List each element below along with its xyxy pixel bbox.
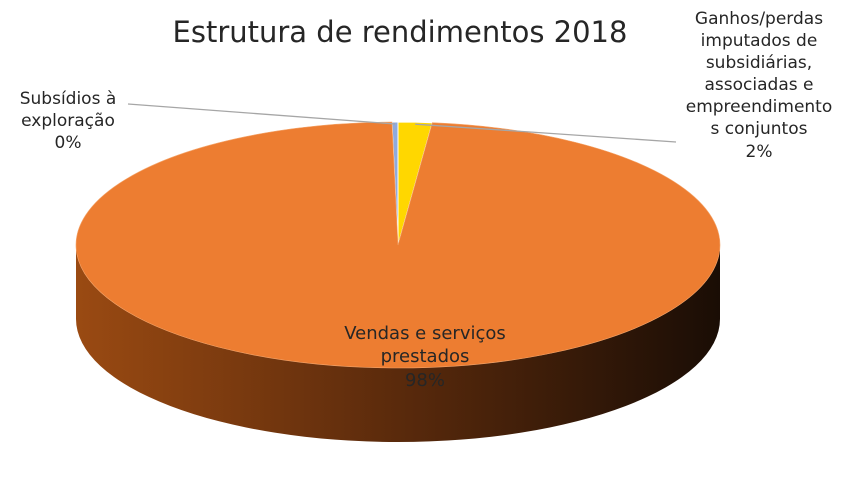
leader-line-ganhos <box>415 123 677 143</box>
label-line: imputados de <box>700 31 818 52</box>
label-line: empreendimento <box>685 97 833 118</box>
label-line: Ganhos/perdas <box>694 9 824 29</box>
leader-lines <box>127 103 677 143</box>
value-label: 2% <box>745 141 773 162</box>
label-line: Vendas e serviços <box>344 323 506 344</box>
slice-vendas <box>75 121 721 369</box>
label-line: associadas e <box>704 75 814 96</box>
slice-label-ganhos: Ganhos/perdas imputados de subsidiárias,… <box>672 8 846 163</box>
label-line: prestados <box>380 346 470 368</box>
label-line: subsidiárias, <box>705 53 813 74</box>
label-line: Subsídios à <box>19 89 117 109</box>
pie-side-surface <box>76 245 720 442</box>
value-label: 0% <box>54 133 82 154</box>
pie-top-face <box>75 121 721 369</box>
leader-line-subsidios <box>127 103 396 125</box>
slice-label-vendas: Vendas e serviços prestados 98% <box>320 322 530 392</box>
pie-side-wall <box>76 245 720 442</box>
label-line: exploração <box>21 111 115 132</box>
slice-label-subsidios: Subsídios à exploração 0% <box>2 88 134 154</box>
chart-title: Estrutura de rendimentos 2018 <box>172 15 628 49</box>
label-line: s conjuntos <box>710 119 808 140</box>
value-label: 98% <box>404 369 445 391</box>
